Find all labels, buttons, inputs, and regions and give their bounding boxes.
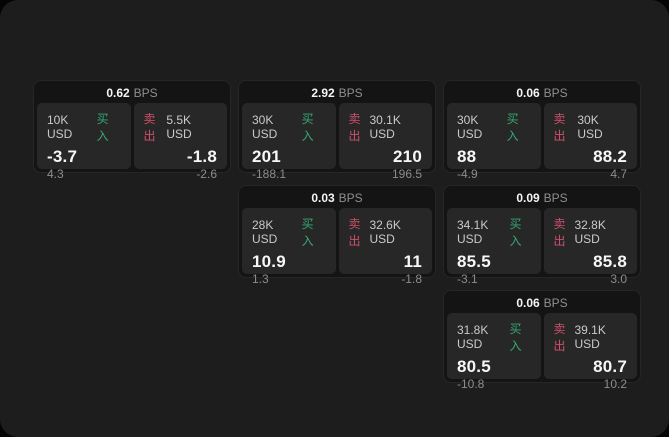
bps-header: 0.03 BPS xyxy=(242,189,432,208)
buy-delta: -10.8 xyxy=(457,376,485,391)
buy-delta: -4.9 xyxy=(457,166,478,181)
buy-delta: 4.3 xyxy=(47,166,64,181)
sell-notional: 30.1K USD xyxy=(369,113,401,141)
buy-price: 201 xyxy=(252,147,281,166)
bps-header: 0.62 BPS xyxy=(37,84,227,103)
bps-value: 0.06 xyxy=(516,86,540,100)
buy-tile[interactable]: 28K USD 买入 10.9 1.3 xyxy=(242,208,336,286)
sell-delta: 4.7 xyxy=(610,166,627,181)
sell-notional: 39.1K USD xyxy=(574,323,606,351)
buy-side-label: 买入 xyxy=(509,322,522,353)
quote-card: 0.06 BPS 30K USD 买入 88 -4.9 卖出 30K USD xyxy=(443,80,641,181)
bps-unit-label: BPS xyxy=(133,86,158,100)
buy-delta: 1.3 xyxy=(252,271,269,286)
quote-board: 0.62 BPS 10K USD 买入 -3.7 4.3 卖出 5.5K USD xyxy=(33,80,641,391)
buy-delta: -3.1 xyxy=(457,271,478,286)
quote-card: 0.09 BPS 34.1K USD 买入 85.5 -3.1 卖出 32.8K… xyxy=(443,185,641,286)
buy-price: 88 xyxy=(457,147,477,166)
sell-delta: 10.2 xyxy=(603,376,627,391)
sell-tile[interactable]: 卖出 32.6K USD 11 -1.8 xyxy=(338,208,432,286)
sell-notional: 32.8K USD xyxy=(574,218,606,246)
sell-delta: -2.6 xyxy=(196,166,217,181)
sell-tile[interactable]: 卖出 5.5K USD -1.8 -2.6 xyxy=(133,103,227,181)
sell-side-label: 卖出 xyxy=(348,217,361,248)
sell-notional: 5.5K USD xyxy=(166,113,192,141)
sell-delta: -1.8 xyxy=(401,271,422,286)
bps-header: 0.09 BPS xyxy=(447,189,637,208)
buy-side-label: 买入 xyxy=(509,217,522,248)
buy-tile[interactable]: 30K USD 买入 88 -4.9 xyxy=(447,103,541,181)
bps-unit-label: BPS xyxy=(543,296,568,310)
sell-side-label: 卖出 xyxy=(553,217,566,248)
sell-tile[interactable]: 卖出 39.1K USD 80.7 10.2 xyxy=(543,313,637,391)
buy-notional: 28K USD xyxy=(252,218,278,246)
buy-tile[interactable]: 34.1K USD 买入 85.5 -3.1 xyxy=(447,208,541,286)
sell-delta: 196.5 xyxy=(391,166,422,181)
buy-notional: 30K USD xyxy=(457,113,483,141)
quote-card: 0.03 BPS 28K USD 买入 10.9 1.3 卖出 32.6K US… xyxy=(238,185,436,286)
bps-value: 0.06 xyxy=(516,296,540,310)
sell-side-label: 卖出 xyxy=(348,112,361,143)
buy-notional: 30K USD xyxy=(252,113,278,141)
sell-tile[interactable]: 卖出 30.1K USD 210 196.5 xyxy=(338,103,432,181)
buy-tile[interactable]: 10K USD 买入 -3.7 4.3 xyxy=(37,103,131,181)
sell-price: 210 xyxy=(393,147,422,166)
bps-header: 2.92 BPS xyxy=(242,84,432,103)
sell-side-label: 卖出 xyxy=(553,322,566,353)
quote-card: 0.62 BPS 10K USD 买入 -3.7 4.3 卖出 5.5K USD xyxy=(33,80,231,181)
sell-tile[interactable]: 卖出 30K USD 88.2 4.7 xyxy=(543,103,637,181)
buy-side-label: 买入 xyxy=(506,112,519,143)
buy-side-label: 买入 xyxy=(301,217,314,248)
sell-price: 88.2 xyxy=(593,147,627,166)
bps-value: 0.09 xyxy=(516,191,540,205)
buy-side-label: 买入 xyxy=(301,112,314,143)
bps-unit-label: BPS xyxy=(338,86,363,100)
bps-unit-label: BPS xyxy=(338,191,363,205)
buy-tile[interactable]: 31.8K USD 买入 80.5 -10.8 xyxy=(447,313,541,391)
bps-value: 0.62 xyxy=(106,86,130,100)
sell-side-label: 卖出 xyxy=(143,112,156,143)
bps-header: 0.06 BPS xyxy=(447,84,637,103)
bps-value: 0.03 xyxy=(311,191,335,205)
sell-tile[interactable]: 卖出 32.8K USD 85.8 3.0 xyxy=(543,208,637,286)
sell-price: 11 xyxy=(403,252,422,271)
sell-notional: 30K USD xyxy=(577,113,603,141)
bps-value: 2.92 xyxy=(311,86,335,100)
bps-header: 0.06 BPS xyxy=(447,294,637,313)
buy-delta: -188.1 xyxy=(252,166,287,181)
buy-price: 10.9 xyxy=(252,252,286,271)
sell-price: 80.7 xyxy=(593,357,627,376)
sell-price: 85.8 xyxy=(593,252,627,271)
buy-price: -3.7 xyxy=(47,147,78,166)
sell-side-label: 卖出 xyxy=(553,112,566,143)
bps-unit-label: BPS xyxy=(543,86,568,100)
sell-delta: 3.0 xyxy=(610,271,627,286)
buy-notional: 31.8K USD xyxy=(457,323,489,351)
buy-price: 80.5 xyxy=(457,357,491,376)
buy-price: 85.5 xyxy=(457,252,491,271)
quote-card: 2.92 BPS 30K USD 买入 201 -188.1 卖出 30.1K … xyxy=(238,80,436,181)
buy-tile[interactable]: 30K USD 买入 201 -188.1 xyxy=(242,103,336,181)
buy-notional: 34.1K USD xyxy=(457,218,489,246)
buy-notional: 10K USD xyxy=(47,113,73,141)
sell-notional: 32.6K USD xyxy=(369,218,401,246)
quote-card: 0.06 BPS 31.8K USD 买入 80.5 -10.8 卖出 39.1… xyxy=(443,290,641,391)
buy-side-label: 买入 xyxy=(96,112,109,143)
sell-price: -1.8 xyxy=(186,147,217,166)
bps-unit-label: BPS xyxy=(543,191,568,205)
